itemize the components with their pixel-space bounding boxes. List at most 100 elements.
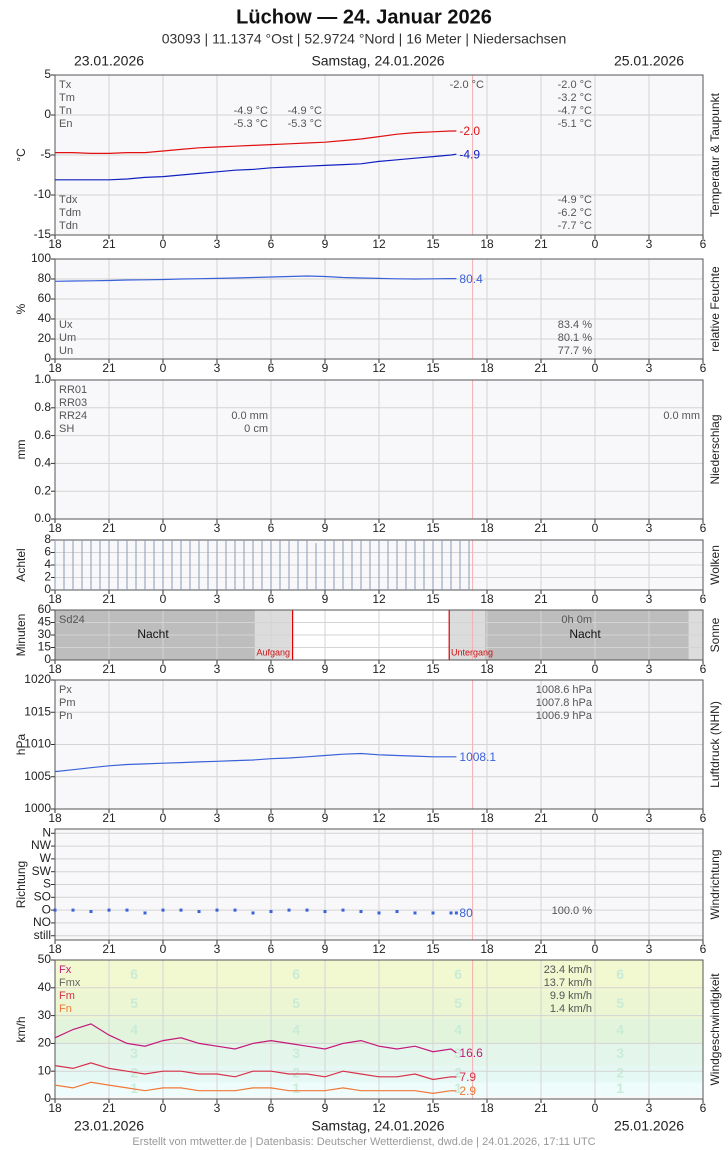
y-axis-label: hPa — [14, 734, 28, 756]
x-tick-label: 21 — [102, 521, 116, 535]
stat-note: -5.3 °C — [288, 118, 322, 130]
x-tick-label: 12 — [372, 1101, 386, 1115]
x-tick-label: 18 — [48, 662, 62, 676]
panel-title: Windrichtung — [708, 849, 722, 919]
stat-note: Pm — [59, 697, 76, 709]
x-tick-label: 21 — [534, 361, 548, 375]
beaufort-label: 4 — [616, 1022, 624, 1038]
x-tick-label: 0 — [592, 237, 599, 251]
direction-point — [395, 910, 399, 914]
stat-note: -4.9 °C — [288, 105, 322, 117]
x-tick-label: 15 — [426, 942, 440, 956]
series-line — [54, 1062, 457, 1081]
stat-note: 23.4 km/h — [544, 964, 592, 976]
date-left: 23.01.2026 — [74, 1118, 144, 1134]
stat-note: -3.2 °C — [558, 92, 592, 104]
stat-note: RR01 — [59, 384, 87, 396]
beaufort-label: 4 — [454, 1022, 462, 1038]
x-tick-label: 18 — [480, 237, 494, 251]
x-tick-label: 6 — [268, 1101, 275, 1115]
x-tick-label: 15 — [426, 662, 440, 676]
x-tick-label: 18 — [48, 942, 62, 956]
x-tick-label: 0 — [160, 361, 167, 375]
x-tick-label: 21 — [534, 811, 548, 825]
x-tick-label: 21 — [534, 662, 548, 676]
stat-note: Fn — [59, 1003, 72, 1015]
x-tick-label: 9 — [322, 237, 329, 251]
x-tick-label: 6 — [700, 1101, 707, 1115]
direction-point — [107, 908, 111, 912]
direction-point — [305, 908, 309, 912]
x-tick-label: 21 — [102, 662, 116, 676]
x-tick-label: 12 — [372, 361, 386, 375]
end-label: 80 — [459, 906, 473, 920]
y-axis-label: °C — [14, 148, 28, 162]
direction-point — [287, 908, 291, 912]
beaufort-label: 1 — [292, 1080, 300, 1096]
x-tick-label: 18 — [480, 592, 494, 606]
beaufort-label: 2 — [616, 1065, 624, 1081]
x-tick-label: 15 — [426, 592, 440, 606]
y-tick-label: 1015 — [24, 704, 51, 718]
stat-note: 0.0 mm — [663, 410, 700, 422]
x-tick-label: 21 — [102, 237, 116, 251]
y-tick-label: 0.6 — [34, 428, 51, 442]
beaufort-label: 1 — [616, 1080, 624, 1096]
stat-note: Tn — [59, 105, 72, 117]
stat-note: Un — [59, 345, 73, 357]
stat-note: -4.7 °C — [558, 105, 592, 117]
beaufort-label: 3 — [454, 1045, 462, 1061]
x-tick-label: 18 — [48, 521, 62, 535]
stat-note: 83.4 % — [558, 319, 592, 331]
beaufort-label: 4 — [292, 1022, 300, 1038]
x-tick-label: 21 — [102, 361, 116, 375]
x-tick-label: 0 — [160, 662, 167, 676]
direction-point — [215, 908, 219, 912]
direction-point — [197, 910, 201, 914]
x-tick-label: 3 — [646, 1101, 653, 1115]
y-tick-label: 40 — [38, 311, 52, 325]
end-label: -4.9 — [459, 147, 480, 161]
x-tick-label: 0 — [160, 811, 167, 825]
stat-note: Tdm — [59, 207, 81, 219]
x-tick-label: 6 — [268, 662, 275, 676]
y-tick-label: 80 — [38, 271, 52, 285]
x-tick-label: 6 — [268, 361, 275, 375]
stat-note: 9.9 km/h — [550, 990, 592, 1002]
y-axis-label: % — [14, 303, 28, 314]
x-tick-label: 6 — [268, 942, 275, 956]
stat-note: Ux — [59, 319, 73, 331]
x-tick-label: 6 — [268, 811, 275, 825]
date-right: 25.01.2026 — [614, 1118, 684, 1134]
x-tick-label: 0 — [592, 662, 599, 676]
y-tick-label: 0.2 — [34, 483, 51, 497]
stat-note: -4.9 °C — [234, 105, 268, 117]
panel-title: Temperatur & Taupunkt — [708, 92, 722, 217]
x-tick-label: 0 — [592, 592, 599, 606]
y-tick-label: 20 — [38, 331, 52, 345]
plot-frame — [54, 258, 704, 360]
stat-note: Pn — [59, 710, 72, 722]
y-tick-label: -15 — [34, 227, 52, 241]
y-tick-label: 0 — [44, 582, 51, 596]
end-label: 16.6 — [459, 1046, 483, 1060]
stat-note: Aufgang — [256, 647, 290, 657]
y-tick-label: 4 — [44, 557, 51, 571]
x-tick-label: 18 — [480, 942, 494, 956]
stat-note: -6.2 °C — [558, 207, 592, 219]
x-tick-label: 21 — [534, 1101, 548, 1115]
x-tick-label: 6 — [268, 592, 275, 606]
x-tick-label: 21 — [534, 237, 548, 251]
x-tick-label: 6 — [700, 942, 707, 956]
series-line — [55, 130, 457, 154]
y-tick-label: 0 — [44, 107, 51, 121]
direction-point — [71, 908, 75, 912]
direction-point — [341, 908, 345, 912]
x-tick-label: 18 — [48, 1101, 62, 1115]
x-tick-label: 3 — [646, 942, 653, 956]
page-title: Lüchow — 24. Januar 2026 — [236, 6, 492, 28]
station-info: 03093 | 11.1374 °Ost | 52.9724 °Nord | 1… — [162, 31, 567, 47]
x-tick-label: 21 — [102, 592, 116, 606]
series-line — [54, 1081, 457, 1095]
y-tick-label: 0 — [44, 1091, 51, 1105]
